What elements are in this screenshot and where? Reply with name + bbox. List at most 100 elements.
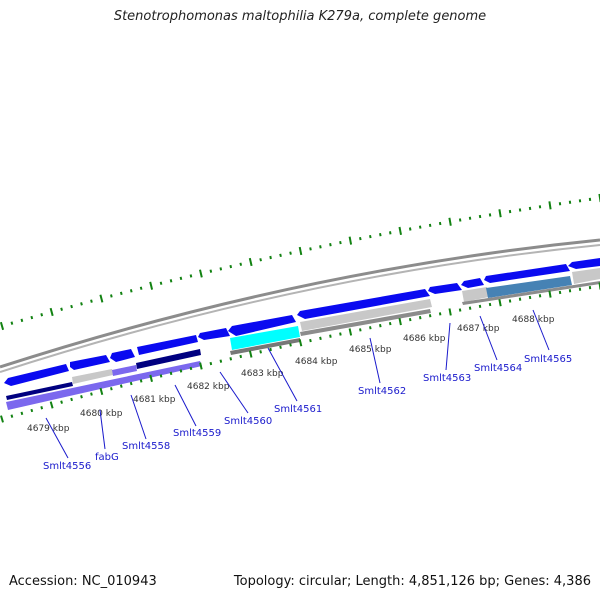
gene-label: Smlt4562	[358, 386, 406, 397]
minor-tick	[90, 392, 93, 396]
gene-bar	[300, 299, 432, 331]
minor-tick	[60, 307, 63, 311]
gene-label-connector	[532, 309, 550, 351]
kbp-label: 4680 kbp	[80, 409, 123, 419]
minor-tick	[369, 326, 372, 330]
major-tick	[248, 257, 253, 267]
minor-tick	[389, 231, 392, 235]
gene-label: Smlt4563	[423, 373, 471, 384]
minor-tick	[458, 308, 462, 312]
minor-tick	[110, 294, 113, 298]
minor-tick	[289, 251, 292, 255]
minor-tick	[90, 299, 93, 303]
minor-tick	[189, 274, 193, 278]
minor-tick	[508, 299, 512, 303]
cds-arrow	[461, 278, 484, 288]
minor-tick	[488, 302, 492, 307]
major-tick	[0, 321, 5, 331]
minor-tick	[379, 233, 382, 237]
kbp-label: 4683 kbp	[241, 369, 284, 379]
minor-tick	[418, 316, 422, 320]
major-tick	[99, 294, 104, 303]
minor-tick	[269, 347, 272, 352]
genome-summary: Topology: circular; Length: 4,851,126 bp…	[233, 574, 591, 589]
major-tick	[149, 281, 154, 290]
minor-tick	[478, 214, 482, 219]
minor-tick	[229, 357, 233, 361]
minor-tick	[139, 379, 143, 383]
minor-tick	[10, 321, 14, 325]
major-tick	[448, 217, 452, 226]
kbp-label: 4687 kbp	[457, 324, 500, 334]
minor-tick	[488, 213, 492, 217]
major-tick	[298, 339, 303, 347]
major-tick	[49, 307, 54, 317]
cds-arrow	[110, 349, 135, 362]
major-tick	[0, 415, 4, 423]
minor-tick	[269, 255, 272, 260]
minor-tick	[40, 406, 44, 410]
minor-tick	[478, 304, 482, 308]
cds-arrow	[137, 335, 198, 355]
inner-tick-track	[0, 282, 600, 423]
minor-tick	[259, 258, 262, 262]
kbp-label: 4685 kbp	[349, 345, 392, 355]
kbp-label: 4682 kbp	[187, 382, 230, 392]
cds-arrow	[297, 289, 430, 319]
minor-tick	[80, 395, 83, 399]
kbp-label: 4684 kbp	[295, 357, 338, 367]
minor-tick	[219, 359, 223, 363]
minor-tick	[468, 306, 472, 310]
major-tick	[348, 328, 353, 336]
minor-tick	[20, 411, 24, 416]
minor-tick	[408, 317, 412, 322]
minor-tick	[408, 227, 412, 231]
minor-tick	[369, 234, 372, 239]
feature-bar	[112, 365, 137, 376]
gene-label: Smlt4560	[224, 416, 272, 427]
gene-label: Smlt4556	[43, 461, 91, 472]
highlighted-feature	[230, 326, 300, 350]
minor-tick	[179, 369, 183, 373]
feature-bar	[6, 361, 202, 410]
gene-label: fabG	[95, 452, 119, 463]
major-tick	[199, 269, 203, 278]
minor-tick	[518, 297, 522, 301]
feature-bar	[486, 276, 572, 298]
minor-tick	[60, 400, 63, 404]
gene-label-connector	[267, 347, 298, 402]
minor-tick	[458, 218, 462, 222]
gene-bar	[72, 369, 113, 384]
minor-tick	[70, 304, 73, 309]
minor-tick	[119, 384, 123, 388]
minor-tick	[538, 294, 542, 298]
minor-tick	[119, 291, 123, 296]
cds-arrow	[4, 364, 69, 386]
minor-tick	[159, 281, 163, 285]
feature-track	[6, 276, 600, 410]
gene-label-connector	[219, 371, 249, 414]
gene-label-connector	[479, 315, 498, 361]
minor-tick	[339, 240, 342, 245]
minor-tick	[70, 397, 73, 402]
kbp-label-group: 4679 kbp 4680 kbp 4681 kbp 4682 kbp 4683 kbp…	[27, 315, 555, 434]
minor-tick	[528, 206, 532, 211]
kbp-label: 4688 kbp	[512, 315, 555, 325]
gene-label: Smlt4561	[274, 404, 322, 415]
minor-tick	[418, 225, 422, 229]
gene-label-connector	[445, 322, 451, 371]
cds-arrow	[484, 264, 570, 283]
cds-arrow	[198, 328, 230, 340]
minor-tick	[388, 321, 392, 326]
gene-label-group: Smlt4556fabGSmlt4558Smlt4559Smlt4560Smlt…	[43, 354, 572, 472]
kbp-label: 4681 kbp	[133, 395, 176, 405]
gene-label: Smlt4559	[173, 428, 221, 439]
gene-track	[72, 268, 600, 384]
minor-tick	[438, 221, 442, 226]
outer-tick-track	[0, 193, 600, 331]
major-tick	[49, 401, 54, 409]
feature-bar	[136, 349, 201, 369]
genome-backbone-outer	[0, 238, 600, 369]
